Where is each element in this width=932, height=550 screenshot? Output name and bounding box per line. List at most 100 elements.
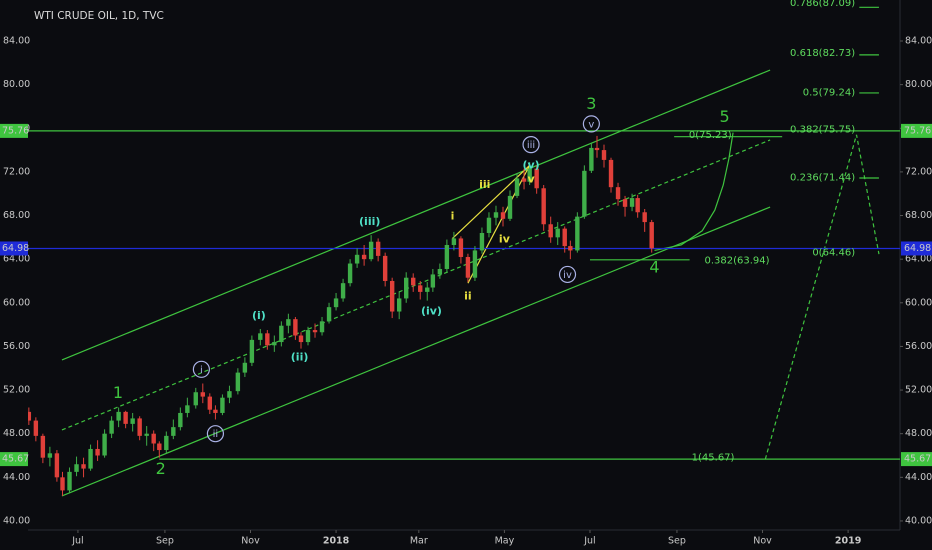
candle-body xyxy=(81,464,86,469)
candle-body xyxy=(411,277,416,286)
fib-label: 0.382(63.94) xyxy=(704,255,769,266)
wave-label: v xyxy=(527,173,535,186)
candle-body xyxy=(95,448,100,456)
y-tick-label-left: 44.00 xyxy=(3,472,30,483)
wave-label: i xyxy=(200,365,203,376)
candle-body xyxy=(74,464,79,472)
price-label-box xyxy=(901,452,932,467)
price-label-box xyxy=(901,241,932,256)
price-label-left: 45.67 xyxy=(2,454,29,465)
price-label-box-left xyxy=(0,123,28,138)
price-label-box-left xyxy=(0,452,28,467)
fib-label: 1(45.67) xyxy=(692,453,735,464)
price-label-box-left xyxy=(0,241,28,256)
wave-label: iii xyxy=(479,178,490,191)
price-label-left: 75.76 xyxy=(2,125,29,136)
fib-label: 0.236(71.44) xyxy=(790,172,855,183)
candle-body xyxy=(486,217,492,233)
y-tick-label-left: 48.00 xyxy=(3,428,30,439)
wave-label: 5 xyxy=(720,107,730,126)
y-tick-label: 60.00 xyxy=(905,297,932,308)
candle-body xyxy=(333,298,339,308)
candle-body xyxy=(582,170,587,217)
y-tick-label-left: 68.00 xyxy=(3,210,30,221)
wave-label: 1 xyxy=(113,383,123,402)
candle-body xyxy=(615,187,621,200)
y-tick-label: 80.00 xyxy=(905,79,932,90)
wave-label: ii xyxy=(464,289,472,302)
candle-body xyxy=(319,321,325,333)
price-label: 45.67 xyxy=(904,454,931,465)
candle-body xyxy=(589,147,594,171)
candle-body xyxy=(178,412,183,428)
candle-body xyxy=(465,256,471,278)
plot-area xyxy=(28,6,900,497)
wave-label: 2 xyxy=(156,459,166,478)
candle-body xyxy=(193,392,198,406)
candle-body xyxy=(451,238,457,245)
fib-label: 0.382(75.75) xyxy=(790,124,855,135)
x-tick-label: Nov xyxy=(753,536,772,547)
trend-line xyxy=(764,134,880,460)
price-label: 75.76 xyxy=(904,125,931,136)
candle-body xyxy=(67,471,72,491)
candle-body xyxy=(472,250,478,278)
candle-body xyxy=(28,411,32,421)
candle-body xyxy=(347,263,353,284)
y-tick-label-left: 64.00 xyxy=(3,254,30,265)
candle-body xyxy=(312,330,318,333)
wave-label: (iii) xyxy=(359,215,380,228)
candle-body xyxy=(116,411,121,421)
candle-body xyxy=(109,420,114,434)
candle-body xyxy=(242,362,248,373)
candle-body xyxy=(568,246,573,251)
candle-body xyxy=(396,298,402,312)
candle-body xyxy=(437,268,443,275)
candle-body xyxy=(157,443,162,451)
y-tick-label: 40.00 xyxy=(905,515,932,526)
candle-body xyxy=(430,274,436,288)
wave-circle xyxy=(522,136,540,154)
price-label: 64.98 xyxy=(904,243,931,254)
wave-circle xyxy=(558,265,577,284)
candle-body xyxy=(608,159,614,188)
candle-body xyxy=(354,254,360,264)
wave-circle xyxy=(582,115,600,133)
wave-label: (i) xyxy=(252,309,266,322)
candle-body xyxy=(500,212,506,219)
wave-label: v xyxy=(588,119,594,130)
candle-body xyxy=(151,433,156,444)
candle-body xyxy=(220,397,225,413)
trend-line xyxy=(467,165,531,284)
candle-body xyxy=(235,372,241,392)
candle-body xyxy=(137,418,142,436)
x-tick-label: May xyxy=(495,536,515,547)
wave-label: (iv) xyxy=(421,305,442,318)
fib-label: 0.5(79.24) xyxy=(803,87,855,98)
y-tick-label-left: 52.00 xyxy=(3,385,30,396)
wave-label: ii xyxy=(213,429,219,440)
y-tick-label-left: 56.00 xyxy=(3,341,30,352)
wave-label: iv xyxy=(563,270,572,281)
candle-body xyxy=(649,222,654,249)
candle-body xyxy=(298,335,304,343)
y-tick-label-left: 60.00 xyxy=(3,297,30,308)
y-tick-label: 44.00 xyxy=(905,472,932,483)
candle-body xyxy=(47,453,53,458)
candle-body xyxy=(60,477,65,491)
candle-body xyxy=(265,333,270,346)
wave-label: 3 xyxy=(586,94,596,113)
candle-body xyxy=(493,212,499,218)
wave-label: (ii) xyxy=(291,350,309,363)
candle-body xyxy=(258,333,263,340)
candle-body xyxy=(293,319,298,336)
x-tick-label: Sep xyxy=(156,536,174,547)
candle-body xyxy=(102,433,107,456)
candle-body xyxy=(404,277,409,299)
candle-body xyxy=(185,405,190,413)
wave-label: 4 xyxy=(649,257,659,276)
candle-body xyxy=(123,411,128,424)
x-tick-label: Nov xyxy=(241,536,260,547)
trend-line xyxy=(61,139,771,431)
